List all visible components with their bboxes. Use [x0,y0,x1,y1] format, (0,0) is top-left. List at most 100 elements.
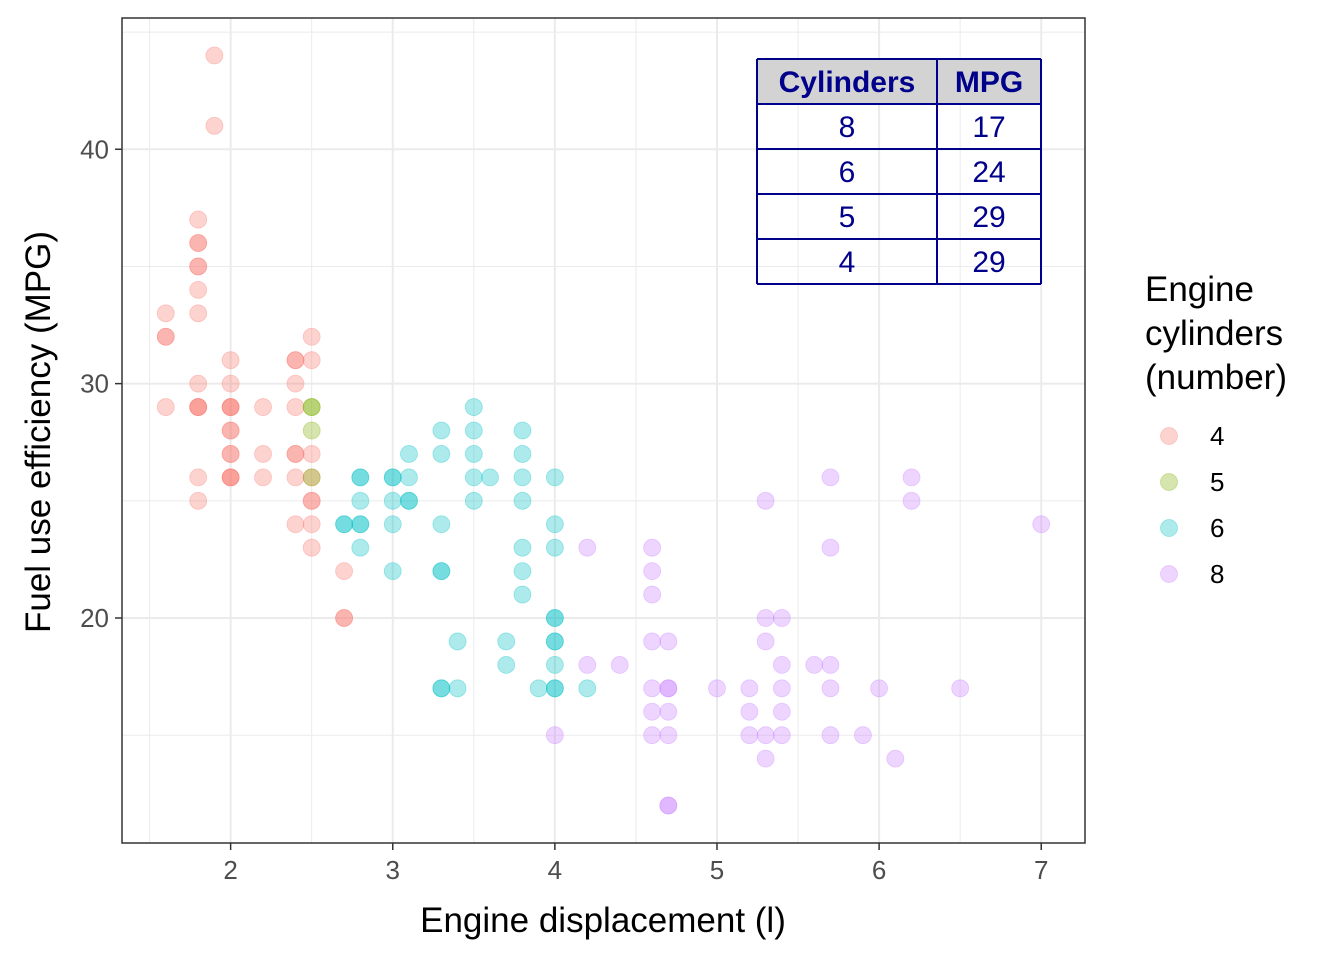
data-point-cyl-6 [513,538,532,557]
data-point-cyl-4 [189,234,208,252]
table-cell: 29 [972,246,1005,279]
data-point-cyl-6 [513,585,532,604]
data-point-cyl-6 [448,632,467,651]
data-point-cyl-4 [221,421,240,440]
data-point-cyl-4 [286,445,305,463]
data-point-cyl-4 [254,445,272,463]
data-point-cyl-5 [302,398,321,416]
data-point-cyl-8 [870,679,889,698]
data-point-cyl-4 [286,374,305,393]
data-point-cyl-4 [302,468,321,487]
data-point-cyl-8 [805,655,824,674]
data-point-cyl-4 [302,445,321,463]
table-header-cell: MPG [955,66,1023,99]
data-point-cyl-8 [821,538,840,557]
y-tick-label: 20 [80,603,109,633]
data-points [156,46,1051,815]
data-point-cyl-6 [464,445,483,463]
x-tick-label: 2 [223,855,237,885]
data-point-cyl-6 [351,468,370,487]
table-cell: 4 [839,246,856,279]
data-point-cyl-4 [221,421,240,440]
data-point-cyl-4 [302,538,321,557]
data-point-cyl-8 [643,562,662,581]
data-point-cyl-6 [335,515,354,534]
data-point-cyl-8 [740,679,759,698]
x-axis-title: Engine displacement (l) [420,901,786,940]
data-point-cyl-6 [497,655,516,674]
x-tick-label: 6 [872,855,886,885]
y-tick-label: 40 [80,134,109,164]
data-point-cyl-6 [351,515,370,534]
data-point-cyl-6 [432,679,451,698]
data-point-cyl-6 [464,398,483,416]
table-cell: 6 [839,156,856,189]
data-point-cyl-8 [756,632,775,651]
data-point-cyl-4 [189,210,208,229]
data-point-cyl-8 [740,702,759,721]
data-point-cyl-6 [513,445,532,463]
data-point-cyl-4 [302,491,321,510]
data-point-cyl-8 [643,679,662,698]
data-point-cyl-6 [545,609,564,627]
data-point-cyl-8 [756,749,775,768]
data-point-cyl-4 [156,327,175,346]
data-point-cyl-4 [254,468,272,487]
data-point-cyl-6 [578,679,597,698]
plot-panel-border [121,17,1086,844]
table-cell: 29 [972,201,1005,234]
data-point-cyl-4 [221,374,240,393]
data-point-cyl-8 [659,679,678,698]
data-point-cyl-6 [351,515,370,534]
data-point-cyl-6 [497,632,516,651]
y-axis-title: Fuel use efficiency (MPG) [19,231,58,633]
legend-key [1160,427,1178,445]
legend-label: 5 [1210,467,1224,497]
data-point-cyl-6 [383,468,402,487]
data-point-cyl-4 [254,398,272,416]
data-point-cyl-8 [902,491,921,510]
grid [122,18,1085,843]
data-point-cyl-6 [432,679,451,698]
data-point-cyl-4 [205,46,224,65]
data-point-cyl-8 [886,749,905,768]
data-point-cyl-6 [513,421,532,440]
data-point-cyl-6 [383,515,402,534]
data-point-cyl-4 [221,351,240,370]
data-point-cyl-8 [756,609,775,627]
table-cell: 17 [972,111,1005,144]
data-point-cyl-4 [286,515,305,534]
data-point-cyl-6 [464,468,483,487]
legend-label: 6 [1210,513,1224,543]
data-point-cyl-8 [740,726,759,745]
data-point-cyl-8 [772,655,791,674]
legend-key [1160,565,1178,583]
data-point-cyl-6 [432,421,451,440]
data-point-cyl-8 [643,702,662,721]
data-point-cyl-6 [400,491,418,510]
data-point-cyl-8 [659,679,678,698]
data-point-cyl-4 [189,398,208,416]
data-point-cyl-8 [610,655,629,674]
x-tick-label: 4 [548,855,562,885]
data-point-cyl-8 [756,491,775,510]
data-point-cyl-8 [659,726,678,745]
data-point-cyl-4 [221,445,240,463]
data-point-cyl-6 [545,679,564,698]
data-point-cyl-6 [432,515,451,534]
data-point-cyl-4 [189,234,208,252]
data-point-cyl-4 [221,398,240,416]
data-point-cyl-6 [400,468,418,487]
data-point-cyl-8 [772,726,791,745]
data-point-cyl-8 [578,655,597,674]
data-point-cyl-6 [513,562,532,581]
legend-title: Engine [1145,270,1254,309]
data-point-cyl-4 [302,491,321,510]
data-point-cyl-4 [189,398,208,416]
data-point-cyl-6 [545,538,564,557]
data-point-cyl-6 [351,468,370,487]
data-point-cyl-6 [513,491,532,510]
data-point-cyl-4 [189,398,208,416]
data-point-cyl-4 [221,398,240,416]
data-point-cyl-8 [821,679,840,698]
